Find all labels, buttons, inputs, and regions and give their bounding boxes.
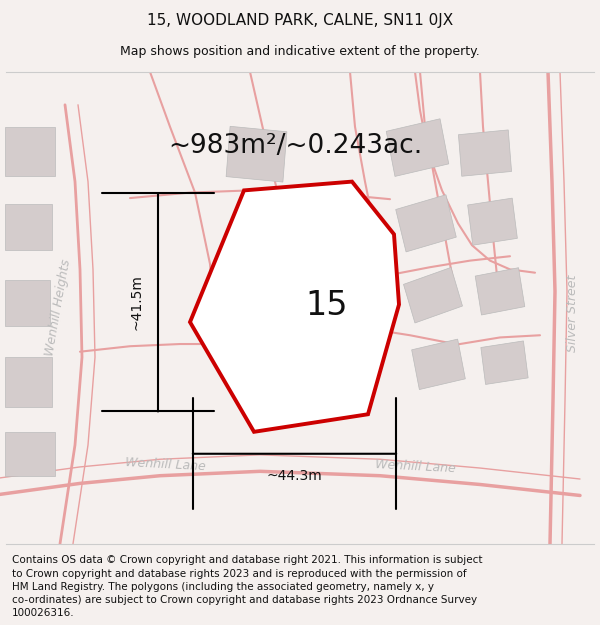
- Polygon shape: [481, 341, 528, 384]
- Polygon shape: [5, 281, 50, 326]
- Polygon shape: [475, 268, 525, 315]
- Text: Silver Street: Silver Street: [566, 274, 578, 352]
- Polygon shape: [412, 339, 466, 389]
- Text: Wenhill Lane: Wenhill Lane: [124, 456, 206, 473]
- Polygon shape: [396, 195, 456, 252]
- Text: Wenhill Heights: Wenhill Heights: [43, 258, 73, 358]
- Polygon shape: [5, 127, 55, 176]
- Text: 15, WOODLAND PARK, CALNE, SN11 0JX: 15, WOODLAND PARK, CALNE, SN11 0JX: [147, 12, 453, 28]
- Polygon shape: [5, 357, 52, 407]
- Polygon shape: [467, 198, 517, 245]
- Polygon shape: [404, 268, 463, 323]
- Text: Wenhill Lane: Wenhill Lane: [374, 458, 455, 476]
- Polygon shape: [233, 229, 282, 280]
- Polygon shape: [5, 432, 55, 476]
- Text: ~44.3m: ~44.3m: [266, 469, 322, 482]
- Text: 15: 15: [305, 289, 347, 322]
- Polygon shape: [190, 182, 399, 432]
- Polygon shape: [5, 204, 52, 249]
- Text: ~41.5m: ~41.5m: [129, 274, 143, 330]
- Text: Map shows position and indicative extent of the property.: Map shows position and indicative extent…: [120, 45, 480, 58]
- Polygon shape: [386, 119, 449, 176]
- Text: ~983m²/~0.243ac.: ~983m²/~0.243ac.: [168, 134, 422, 159]
- Polygon shape: [458, 130, 512, 176]
- Text: Contains OS data © Crown copyright and database right 2021. This information is : Contains OS data © Crown copyright and d…: [12, 556, 482, 618]
- Polygon shape: [226, 126, 287, 182]
